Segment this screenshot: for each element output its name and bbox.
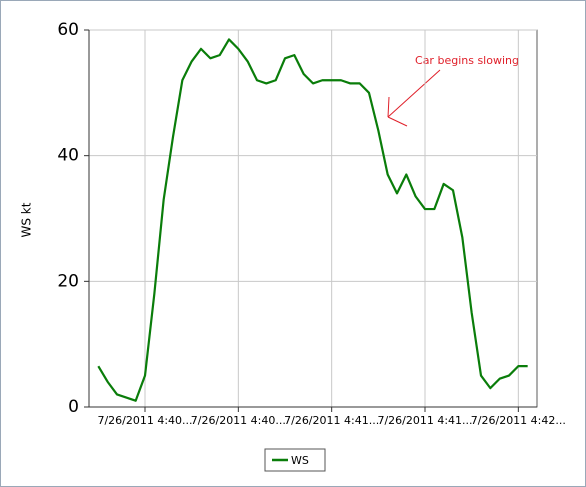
plot-area (88, 29, 538, 408)
y-tick-label: 20 (57, 271, 79, 291)
annotation-arrow (387, 69, 441, 127)
legend (264, 448, 326, 472)
x-tick-label: 7/26/2011 4:40... (97, 414, 192, 427)
y-axis-label: WS kt (20, 202, 34, 237)
x-tick-label: 7/26/2011 4:41... (377, 414, 472, 427)
x-tick-label: 7/26/2011 4:42... (471, 414, 566, 427)
annotation: Car begins slowing (415, 54, 519, 67)
y-tick-label: 60 (57, 20, 79, 40)
y-tick-label: 0 (68, 397, 79, 417)
series-line (97, 38, 528, 402)
y-tick-label: 40 (57, 146, 79, 166)
x-tick-label: 7/26/2011 4:40... (191, 414, 286, 427)
x-tick-label: 7/26/2011 4:41... (284, 414, 379, 427)
legend-label: WS (291, 454, 309, 467)
